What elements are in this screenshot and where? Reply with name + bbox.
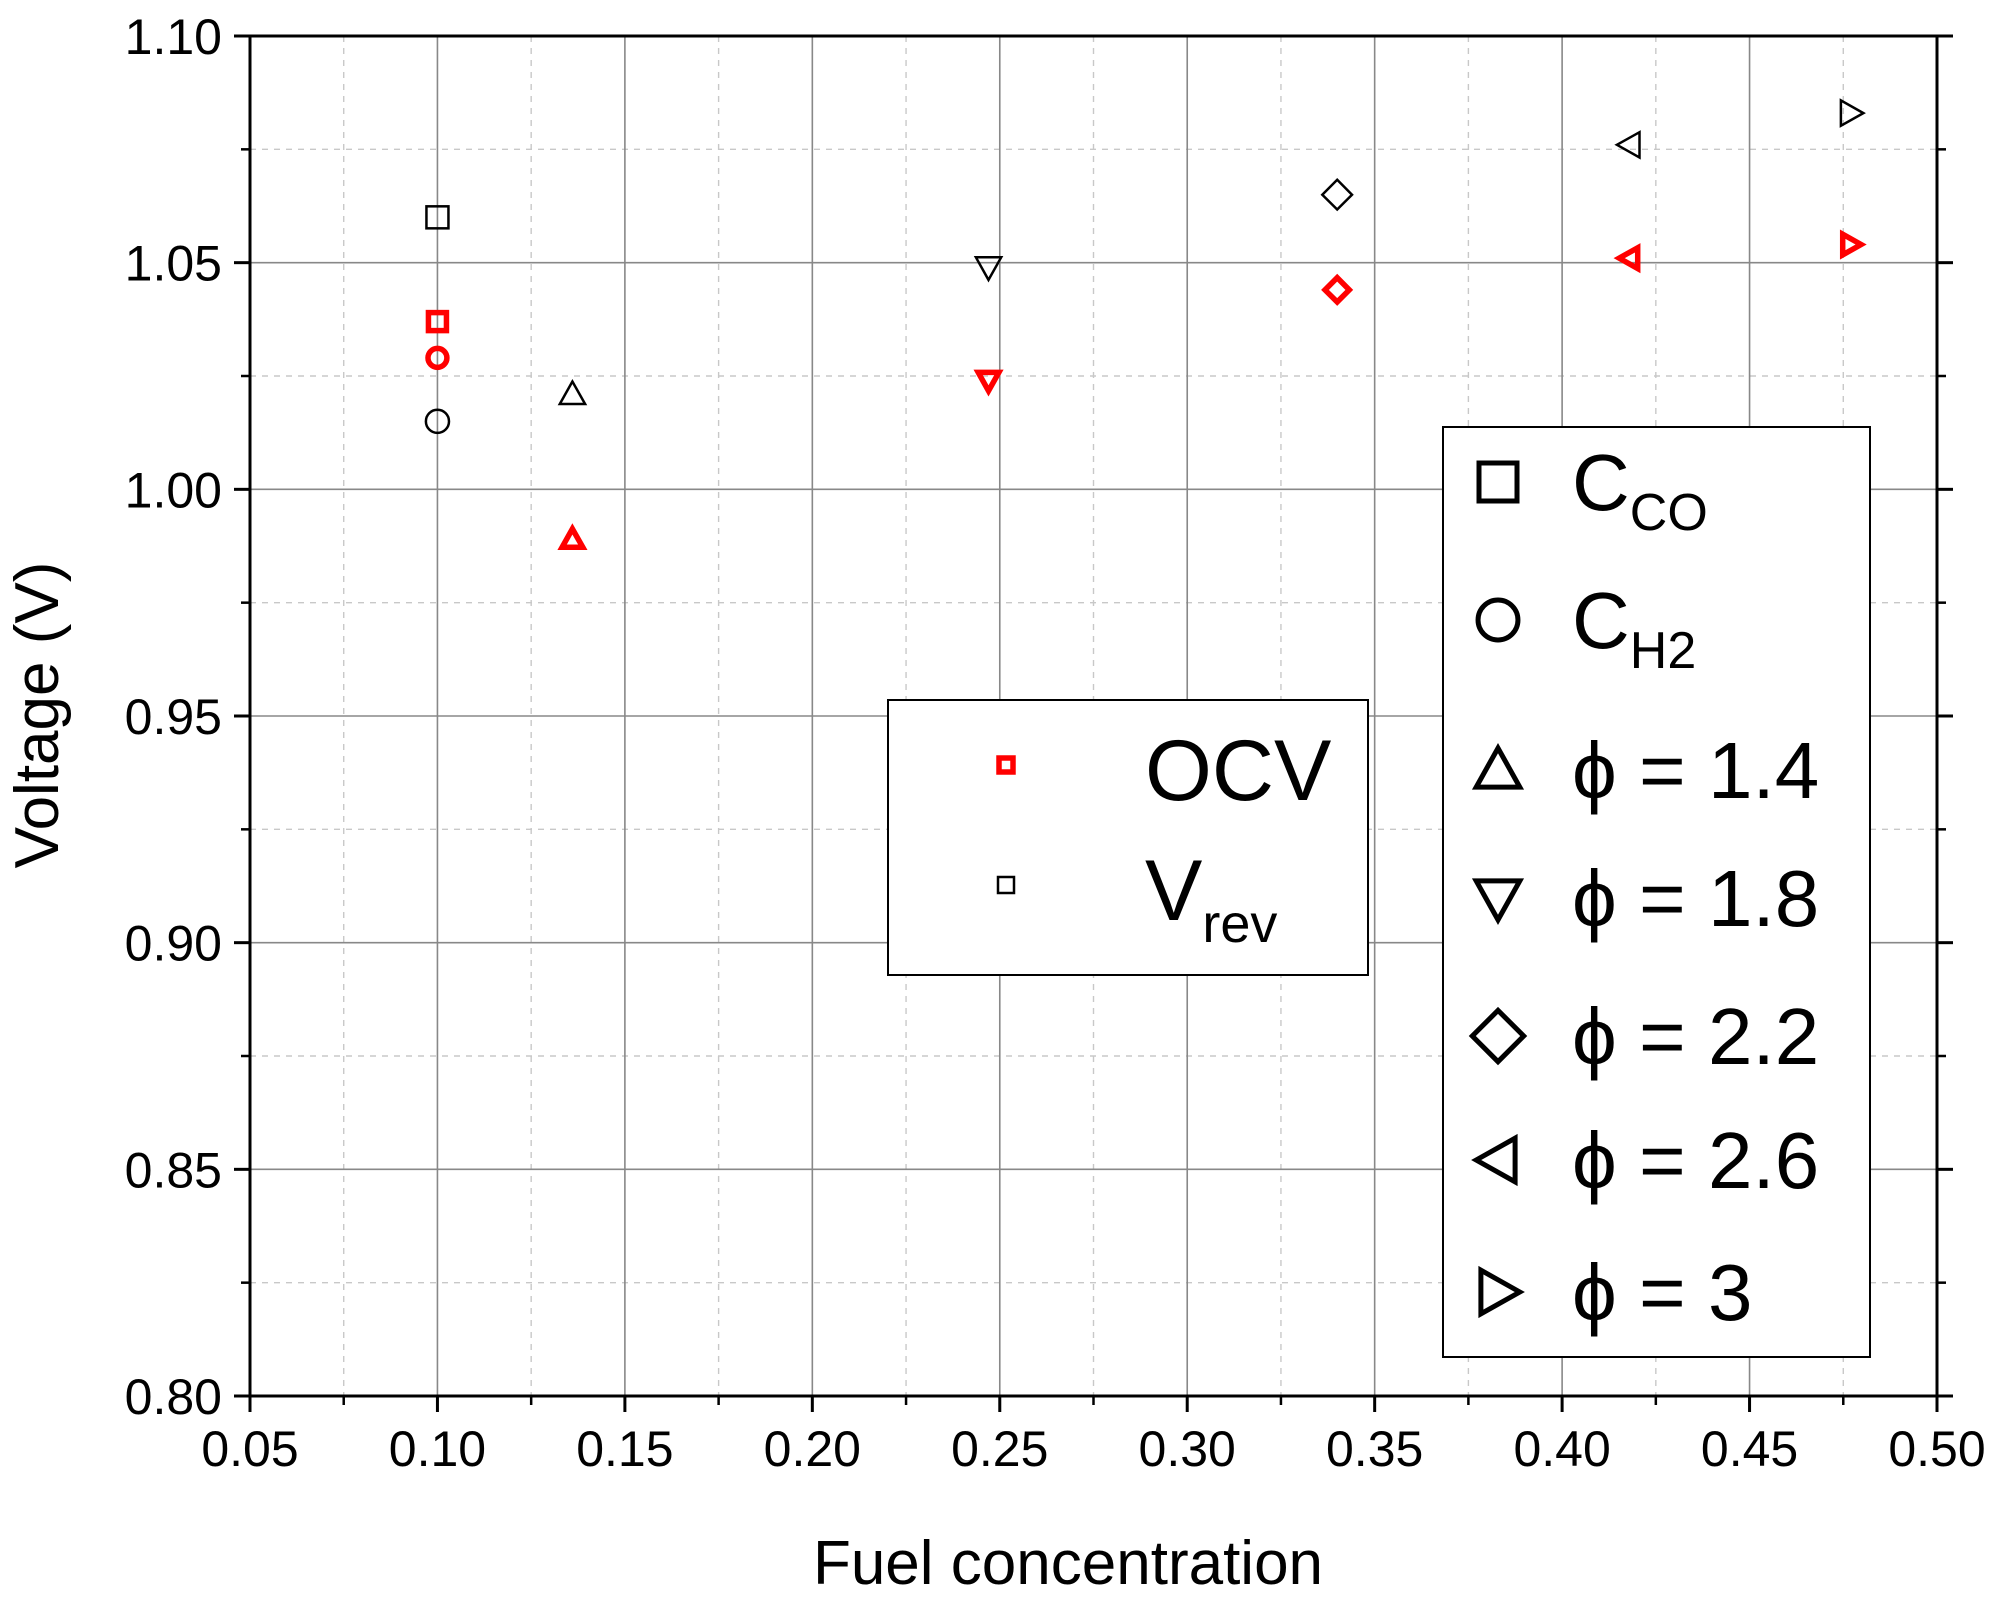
y-tick-label: 0.95 bbox=[125, 689, 222, 745]
y-tick-label: 0.80 bbox=[125, 1369, 222, 1425]
x-tick-label: 0.10 bbox=[389, 1421, 486, 1477]
x-tick-label: 0.30 bbox=[1139, 1421, 1236, 1477]
legend-marker-square bbox=[1476, 460, 1520, 504]
ocv-point-square bbox=[425, 309, 450, 334]
legend-marker-label: ϕ = 2.6 bbox=[1572, 1116, 1819, 1205]
vrev-point-square bbox=[425, 205, 450, 230]
legend-marker-triangle-down bbox=[1471, 878, 1525, 926]
ocv-point-triangle-up bbox=[557, 523, 588, 551]
legend-marker-label: CCO bbox=[1572, 438, 1708, 542]
legend-marker-label: ϕ = 1.4 bbox=[1572, 726, 1819, 815]
y-tick-label: 0.85 bbox=[125, 1142, 222, 1198]
vrev-point-circle bbox=[424, 408, 451, 435]
legend-series-label: OCV bbox=[1145, 723, 1331, 819]
x-axis-ticks: 0.05 0.10 0.15 0.20 0.25 0.30 0.35 0.40 0.45 0.50 bbox=[201, 1396, 1986, 1477]
ocv-point-circle bbox=[425, 345, 450, 371]
legend-series: OCV Vrev bbox=[887, 699, 1369, 976]
y-tick-label: 1.00 bbox=[125, 462, 222, 518]
data-points bbox=[424, 98, 1867, 551]
x-axis-label: Fuel concentration bbox=[813, 1529, 1323, 1598]
legend-marker-label: CH2 bbox=[1572, 576, 1696, 680]
ocv-point-triangle-left bbox=[1613, 243, 1641, 274]
y-axis-label: Voltage (V) bbox=[3, 562, 72, 869]
y-axis-ticks: 0.80 0.85 0.90 0.95 1.00 1.05 1.10 bbox=[125, 9, 1953, 1425]
x-tick-label: 0.50 bbox=[1888, 1421, 1985, 1477]
legend-marker-label: ϕ = 3 bbox=[1572, 1248, 1752, 1337]
legend-series-swatch bbox=[996, 755, 1016, 775]
vrev-point-triangle-right bbox=[1839, 98, 1866, 128]
legend-marker-circle bbox=[1475, 597, 1521, 643]
x-tick-label: 0.20 bbox=[764, 1421, 861, 1477]
legend-markers: CCO CH2 ϕ = 1.4 ϕ = 1.8 ϕ = 2.2 ϕ = 2.6 ϕ = 3 bbox=[1442, 426, 1871, 1358]
legend-series-swatch bbox=[996, 875, 1016, 895]
legend-marker-label: ϕ = 2.2 bbox=[1572, 992, 1819, 1081]
legend-marker-diamond bbox=[1468, 1006, 1528, 1066]
ocv-point-diamond bbox=[1321, 273, 1354, 306]
vrev-point-triangle-down bbox=[973, 256, 1004, 283]
legend-series-box bbox=[887, 699, 1369, 976]
vrev-point-diamond bbox=[1320, 178, 1354, 212]
vrev-point-triangle-up bbox=[557, 378, 588, 406]
x-tick-label: 0.25 bbox=[951, 1421, 1048, 1477]
legend-marker-triangle-left bbox=[1471, 1133, 1518, 1187]
x-tick-label: 0.15 bbox=[576, 1421, 673, 1477]
legend-marker-triangle-right bbox=[1478, 1265, 1525, 1319]
legend-series-label: Vrev bbox=[1145, 843, 1277, 954]
y-tick-label: 1.05 bbox=[125, 236, 222, 292]
x-tick-label: 0.35 bbox=[1326, 1421, 1423, 1477]
legend-marker-label: ϕ = 1.8 bbox=[1572, 854, 1819, 943]
x-tick-label: 0.45 bbox=[1701, 1421, 1798, 1477]
vrev-point-triangle-left bbox=[1614, 130, 1641, 160]
x-tick-label: 0.40 bbox=[1513, 1421, 1610, 1477]
y-tick-label: 0.90 bbox=[125, 916, 222, 972]
ocv-point-triangle-down bbox=[973, 369, 1004, 397]
legend-marker-triangle-up bbox=[1471, 742, 1525, 790]
ocv-point-triangle-right bbox=[1839, 229, 1867, 260]
y-tick-label: 1.10 bbox=[125, 9, 222, 65]
x-tick-label: 0.05 bbox=[201, 1421, 298, 1477]
